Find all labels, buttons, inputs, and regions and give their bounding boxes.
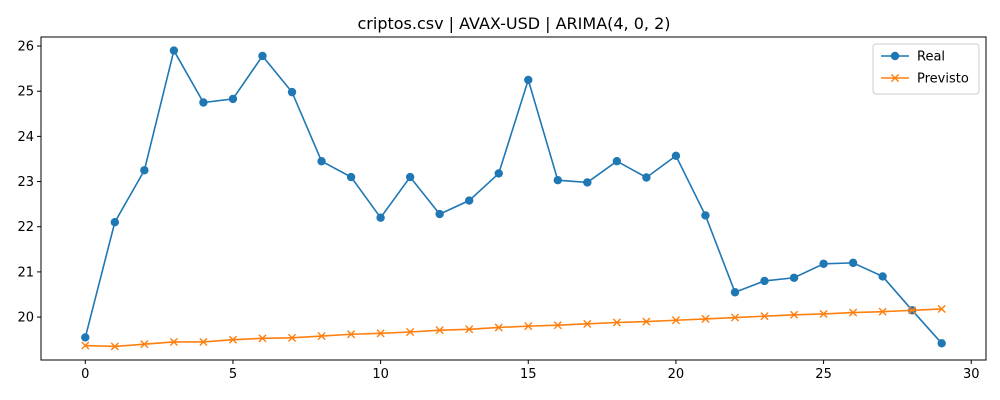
x-tick-label: 10 — [372, 367, 389, 382]
data-point-previsto — [494, 323, 503, 332]
x-tick-label: 5 — [229, 367, 237, 382]
series-layer — [81, 46, 946, 351]
data-point-real — [642, 173, 651, 182]
data-point-real — [937, 339, 946, 348]
data-point-real — [169, 46, 179, 55]
data-point-real — [405, 172, 415, 182]
data-point-previsto — [406, 327, 415, 337]
data-point-real — [81, 333, 90, 342]
plot-area: 0 5 10 15 20 25 30 20 21 22 23 24 25 26 — [17, 36, 987, 382]
data-point-real — [199, 98, 208, 107]
data-point-previsto — [317, 331, 326, 341]
data-point-previsto — [228, 335, 238, 344]
data-point-previsto — [908, 306, 917, 315]
x-tick-label: 0 — [81, 367, 89, 382]
data-point-real — [760, 276, 769, 286]
data-point-real — [317, 157, 326, 166]
data-point-real — [848, 258, 858, 268]
data-point-real — [730, 288, 740, 297]
data-point-real — [524, 75, 533, 85]
data-point-previsto — [583, 319, 592, 328]
data-point-real — [878, 272, 887, 281]
y-tick-label: 20 — [17, 311, 34, 326]
y-tick-label: 26 — [17, 40, 34, 55]
data-point-previsto — [937, 304, 946, 314]
data-point-real — [701, 211, 710, 220]
data-point-previsto — [81, 341, 90, 350]
legend-marker-real — [890, 51, 900, 61]
data-point-previsto — [789, 310, 799, 319]
data-point-previsto — [258, 334, 267, 343]
data-point-previsto — [760, 312, 769, 321]
data-point-real — [671, 151, 681, 161]
data-point-previsto — [140, 340, 149, 349]
data-point-real — [612, 157, 622, 166]
y-tick-label: 21 — [17, 265, 34, 280]
data-point-real — [465, 196, 474, 205]
data-point-real — [553, 176, 562, 185]
data-point-real — [110, 218, 120, 227]
data-point-previsto — [849, 308, 858, 317]
y-tick-label: 25 — [17, 85, 34, 100]
data-point-previsto — [553, 321, 562, 330]
series-line-previsto — [85, 308, 942, 348]
data-point-real — [435, 209, 444, 219]
y-tick-label: 22 — [17, 220, 34, 235]
data-point-previsto — [465, 325, 474, 334]
data-point-real — [346, 172, 356, 182]
data-point-real — [494, 169, 503, 178]
legend-label-previsto: Previsto — [917, 72, 969, 87]
data-point-real — [376, 213, 385, 222]
data-point-real — [583, 178, 592, 187]
data-point-previsto — [169, 337, 178, 347]
data-point-previsto — [199, 337, 208, 347]
data-point-previsto — [671, 316, 681, 325]
x-tick-label: 20 — [668, 367, 685, 382]
series-line-real — [84, 48, 943, 344]
data-point-previsto — [819, 309, 828, 319]
data-point-previsto — [376, 329, 385, 338]
legend: Real Previsto — [872, 43, 980, 95]
data-point-previsto — [346, 330, 356, 339]
x-tick-label: 30 — [963, 367, 980, 382]
data-point-previsto — [612, 318, 621, 327]
x-tick-label: 25 — [815, 367, 832, 382]
data-point-real — [287, 87, 297, 97]
x-tick-label: 15 — [520, 367, 537, 382]
legend-label-real: Real — [917, 50, 945, 65]
data-point-real — [140, 166, 149, 175]
data-point-previsto — [110, 342, 119, 351]
data-point-real — [819, 259, 828, 268]
data-point-previsto — [730, 313, 740, 322]
data-point-previsto — [878, 307, 887, 316]
data-point-real — [258, 51, 267, 61]
axes-frame — [40, 36, 987, 361]
data-point-previsto — [642, 317, 651, 326]
y-tick-label: 24 — [17, 130, 34, 145]
legend-marker-previsto — [890, 73, 900, 83]
data-point-previsto — [435, 326, 444, 335]
chart-title: criptos.csv | AVAX-USD | ARIMA(4, 0, 2) — [358, 14, 671, 33]
data-point-previsto — [287, 333, 297, 342]
data-point-real — [789, 273, 799, 282]
data-point-real — [228, 94, 238, 104]
data-point-previsto — [524, 322, 533, 331]
data-point-previsto — [701, 314, 710, 323]
y-tick-label: 23 — [17, 175, 34, 190]
